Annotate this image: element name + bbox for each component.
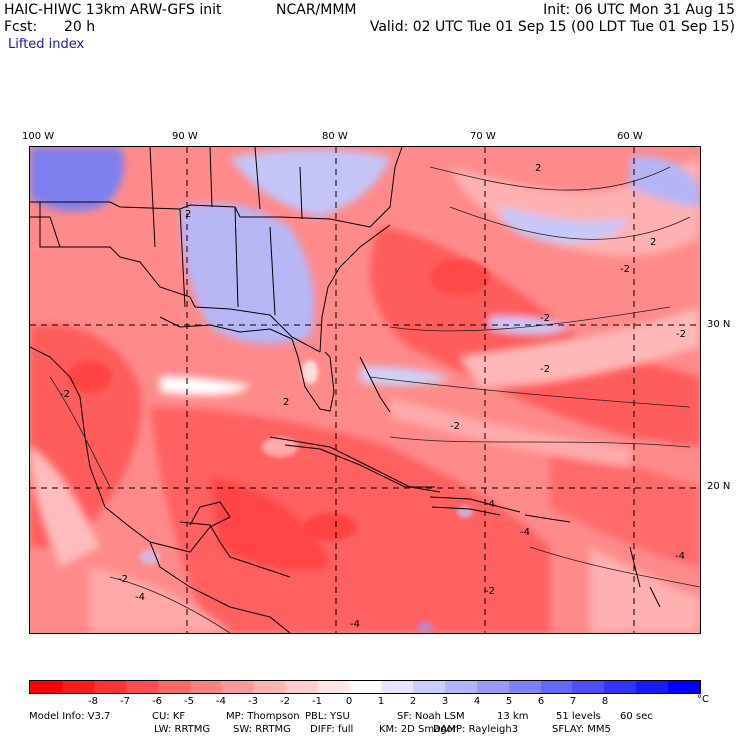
colorbar-swatch	[157, 681, 190, 693]
colorbar-swatch	[636, 681, 669, 693]
colorbar-swatch	[253, 681, 286, 693]
contour-label: -2	[60, 389, 70, 400]
colorbar-tick-label: -3	[248, 696, 258, 707]
contour-label: 2	[283, 397, 289, 408]
colorbar-tick-label: 5	[505, 696, 513, 707]
colorbar-swatch	[604, 681, 637, 693]
model-info-item: 13 km	[497, 711, 529, 722]
colorbar-tick-label: 3	[441, 696, 449, 707]
model-title: HAIC-HIWC 13km ARW-GFS init	[4, 2, 222, 18]
contour-label: -2	[540, 364, 550, 375]
colorbar-swatch	[668, 681, 701, 693]
colorbar-swatch	[349, 681, 381, 693]
lon-label-80w: 80 W	[322, 131, 348, 142]
lat-label-20n: 20 N	[707, 481, 731, 492]
colorbar-swatch	[30, 681, 62, 693]
contour-label: -4	[485, 499, 495, 510]
field-name: Lifted index	[8, 37, 85, 52]
organization-label: NCAR/MMM	[276, 2, 357, 18]
contour-label: -2	[540, 313, 550, 324]
model-info-item: MP: Thompson	[226, 711, 300, 722]
colorbar-swatch	[380, 681, 413, 693]
lon-label-100w: 100 W	[22, 131, 55, 142]
colorbar-tick-label: 7	[569, 696, 577, 707]
lon-label-60w: 60 W	[617, 131, 643, 142]
contour-label: -4	[135, 592, 145, 603]
colorbar-swatch	[125, 681, 158, 693]
colorbar-unit: °C	[697, 694, 709, 705]
colorbar-swatch	[93, 681, 126, 693]
colorbar-tick-label: 0	[345, 696, 353, 707]
lon-label-90w: 90 W	[172, 131, 198, 142]
colorbar-tick-label: 4	[473, 696, 481, 707]
colorbar-tick-label: 2	[409, 696, 417, 707]
model-info-item: CU: KF	[152, 711, 186, 722]
colorbar-swatch	[540, 681, 573, 693]
colorbar-tick-label: -2	[280, 696, 290, 707]
colorbar-tick-label: -7	[120, 696, 130, 707]
forecast-hour: 20 h	[64, 19, 96, 35]
colorbar-swatch	[444, 681, 477, 693]
colorbar-swatch	[189, 681, 222, 693]
contour-label: -4	[520, 527, 530, 538]
colorbar	[29, 680, 701, 694]
colorbar-swatch	[221, 681, 254, 693]
contour-lines	[49, 166, 700, 633]
colorbar-tick-label: 8	[601, 696, 609, 707]
contour-label: 2	[185, 209, 191, 220]
model-info-item: DAMP: Rayleigh3	[433, 724, 519, 735]
model-info-item: 51 levels	[556, 711, 601, 722]
colorbar-tick-label: -1	[312, 696, 322, 707]
valid-time: Valid: 02 UTC Tue 01 Sep 15 (00 LDT Tue …	[369, 19, 735, 35]
lifted-index-map: 2 2 2 2 -2 -2 -2 -2 -2 -2 -2 -2 -4 -4 -4…	[29, 146, 701, 634]
forecast-label: Fcst:	[4, 19, 38, 35]
model-info-item: KM: 2D Smagor	[379, 724, 457, 735]
contour-label: -2	[485, 586, 495, 597]
colorbar-tick-label: 6	[537, 696, 545, 707]
colorbar-tick-label: -6	[152, 696, 162, 707]
colorbar-tick-label: 1	[377, 696, 385, 707]
model-info-item: SW: RRTMG	[233, 724, 291, 735]
colorbar-tick-label: -5	[184, 696, 194, 707]
colorbar-swatch	[412, 681, 445, 693]
colorbar-swatch	[572, 681, 605, 693]
colorbar-tick-label: -8	[88, 696, 98, 707]
model-info-item: LW: RRTMG	[154, 724, 211, 735]
model-info-item: SF: Noah LSM	[397, 711, 465, 722]
contour-label: -2	[676, 329, 686, 340]
model-info-item: 60 sec	[620, 711, 653, 722]
contour-label: -2	[620, 264, 630, 275]
contour-label: -2	[450, 421, 460, 432]
model-info-item: DIFF: full	[310, 724, 354, 735]
init-time: Init: 06 UTC Mon 31 Aug 15	[543, 2, 735, 18]
contour-label: -4	[675, 551, 685, 562]
field-shading	[30, 147, 700, 633]
colorbar-swatch	[508, 681, 541, 693]
colorbar-swatch	[285, 681, 318, 693]
lat-label-30n: 30 N	[707, 319, 731, 330]
colorbar-swatch	[317, 681, 350, 693]
model-info-item: Model Info: V3.7	[29, 711, 111, 722]
contour-label-group: 2 2 2 2 -2 -2 -2 -2 -2 -2 -2 -2 -4 -4 -4…	[60, 163, 686, 630]
colorbar-swatch	[61, 681, 94, 693]
model-info-item: PBL: YSU	[305, 711, 350, 722]
model-info-item: SFLAY: MM5	[552, 724, 611, 735]
contour-label: -2	[118, 574, 128, 585]
lon-label-70w: 70 W	[470, 131, 496, 142]
contour-label: -4	[350, 619, 360, 630]
contour-label: 2	[650, 237, 656, 248]
field-detail	[68, 259, 490, 632]
colorbar-swatch	[476, 681, 509, 693]
contour-label: 2	[535, 163, 541, 174]
colorbar-tick-label: -4	[216, 696, 226, 707]
